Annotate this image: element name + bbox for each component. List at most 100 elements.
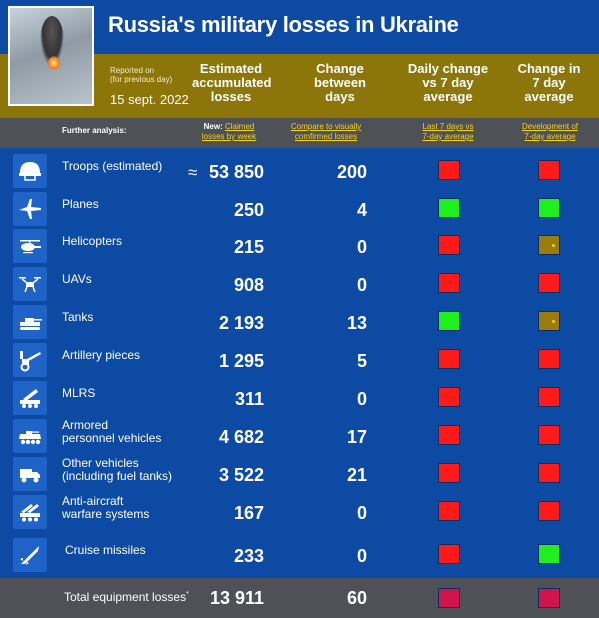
row-value: 233 [233, 546, 264, 566]
apc-icon [13, 419, 47, 453]
anti-aircraft-icon [13, 495, 47, 529]
row-label: Other vehicles (including fuel tanks) [62, 456, 173, 483]
row-value: 167 [233, 503, 264, 523]
plane-icon [13, 192, 47, 226]
row-label: Helicopters [62, 234, 123, 248]
artillery-icon [13, 343, 47, 377]
total-row: Total equipment losses* 13 911 60 [0, 578, 599, 618]
row-change: 17 [346, 427, 367, 447]
total-change: 60 [346, 588, 367, 608]
daily-indicator [438, 387, 460, 407]
daily-indicator [438, 588, 460, 608]
analysis-label: Further analysis: [62, 126, 127, 135]
page-title: Russia's military losses in Ukraine [108, 12, 459, 37]
row-change: 0 [356, 546, 367, 566]
column-header-bar: Reported on (for previous day) 15 sept. … [0, 54, 599, 118]
claimed-losses-link[interactable]: Claimed [225, 122, 255, 131]
column-change: Change between days [313, 61, 366, 104]
seven-day-indicator [538, 273, 560, 293]
row-change: 0 [356, 503, 367, 523]
table-row-cruise-missiles: Cruise missiles 233 0 [0, 536, 599, 572]
footnote-mark: * [186, 591, 189, 598]
fire-burst [48, 56, 60, 70]
daily-indicator [438, 463, 460, 483]
column-seven-day: Change in 7 day average [517, 61, 581, 104]
table-row-apc: Armored personnel vehicles 4 682 17 [0, 417, 599, 453]
compare-confirmed-link[interactable]: Compare to visually comfirmed losses [290, 122, 362, 141]
row-change: 200 [336, 162, 367, 182]
row-change: 0 [356, 275, 367, 295]
table-row-helicopters: Helicopters 215 0 [0, 227, 599, 263]
row-label: Armored personnel vehicles [62, 418, 162, 445]
row-change: 4 [356, 200, 367, 220]
mlrs-icon [13, 381, 47, 415]
seven-day-indicator [538, 160, 560, 180]
development-link[interactable]: Development of 7-day average [521, 122, 579, 141]
row-label: Anti-aircraft warfare systems [62, 494, 150, 521]
header-bar: Russia's military losses in Ukraine [0, 0, 599, 54]
column-estimated: Estimated accumulated losses [192, 61, 272, 104]
row-change: 0 [356, 389, 367, 409]
seven-day-indicator [538, 235, 560, 255]
daily-indicator [438, 235, 460, 255]
last-7-days-link[interactable]: Last 7 days vs 7-day average [422, 122, 474, 141]
table-row-mlrs: MLRS 311 0 [0, 379, 599, 415]
row-value: 311 [234, 389, 264, 409]
row-label: MLRS [62, 386, 96, 400]
daily-indicator [438, 349, 460, 369]
table-row-other-vehicles: Other vehicles (including fuel tanks) 3 … [0, 455, 599, 491]
row-value: 1 295 [218, 351, 264, 371]
row-label: Troops (estimated) [62, 159, 163, 173]
drone-icon [13, 267, 47, 301]
row-label: Planes [62, 197, 99, 211]
row-value: 4 682 [218, 427, 264, 447]
total-label: Total equipment losses* [64, 590, 189, 604]
row-change: 0 [356, 237, 367, 257]
analysis-bar: Further analysis: New: Claimed losses by… [0, 118, 599, 148]
seven-day-indicator [538, 311, 560, 331]
row-change: 5 [356, 351, 367, 371]
seven-day-indicator [538, 349, 560, 369]
seven-day-indicator [538, 463, 560, 483]
new-prefix: New: [203, 122, 223, 131]
daily-indicator [438, 311, 460, 331]
row-label: UAVs [62, 272, 92, 286]
row-change: 13 [346, 313, 367, 333]
table-row-troops: Troops (estimated) ≈ 53 850 200 [0, 152, 599, 188]
seven-day-indicator [538, 425, 560, 445]
claimed-losses-link-line2[interactable]: losses by week [201, 132, 257, 141]
column-daily-change: Daily change vs 7 day average [407, 61, 489, 104]
header-photo [8, 6, 94, 106]
report-date: 15 sept. 2022 [110, 92, 189, 107]
truck-icon [13, 457, 47, 491]
reported-line2: (for previous day) [110, 75, 173, 84]
row-value: 3 522 [218, 465, 264, 485]
row-label: Tanks [62, 310, 94, 324]
reported-line1: Reported on [110, 66, 155, 75]
table-row-artillery: Artillery pieces 1 295 5 [0, 341, 599, 377]
seven-day-indicator [538, 198, 560, 218]
row-change: 21 [346, 465, 367, 485]
helmet-icon [13, 154, 47, 188]
table-row-uavs: UAVs 908 0 [0, 265, 599, 301]
reported-note: Reported on (for previous day) [110, 66, 172, 84]
seven-day-indicator [538, 387, 560, 407]
row-value: 908 [233, 275, 264, 295]
tank-icon [13, 305, 47, 339]
daily-indicator [438, 544, 460, 564]
missile-icon [13, 538, 47, 572]
table-row-planes: Planes 250 4 [0, 190, 599, 226]
row-value: 215 [233, 237, 264, 257]
row-value: 2 193 [218, 313, 264, 333]
row-value: 250 [233, 200, 264, 220]
table-row-anti-aircraft: Anti-aircraft warfare systems 167 0 [0, 493, 599, 529]
table-row-tanks: Tanks 2 193 13 [0, 303, 599, 339]
helicopter-icon [13, 229, 47, 263]
daily-indicator [438, 501, 460, 521]
total-value: 13 911 [209, 588, 264, 608]
seven-day-indicator [538, 501, 560, 521]
daily-indicator [438, 198, 460, 218]
row-value: 53 850 [208, 162, 264, 182]
daily-indicator [438, 160, 460, 180]
seven-day-indicator [538, 588, 560, 608]
